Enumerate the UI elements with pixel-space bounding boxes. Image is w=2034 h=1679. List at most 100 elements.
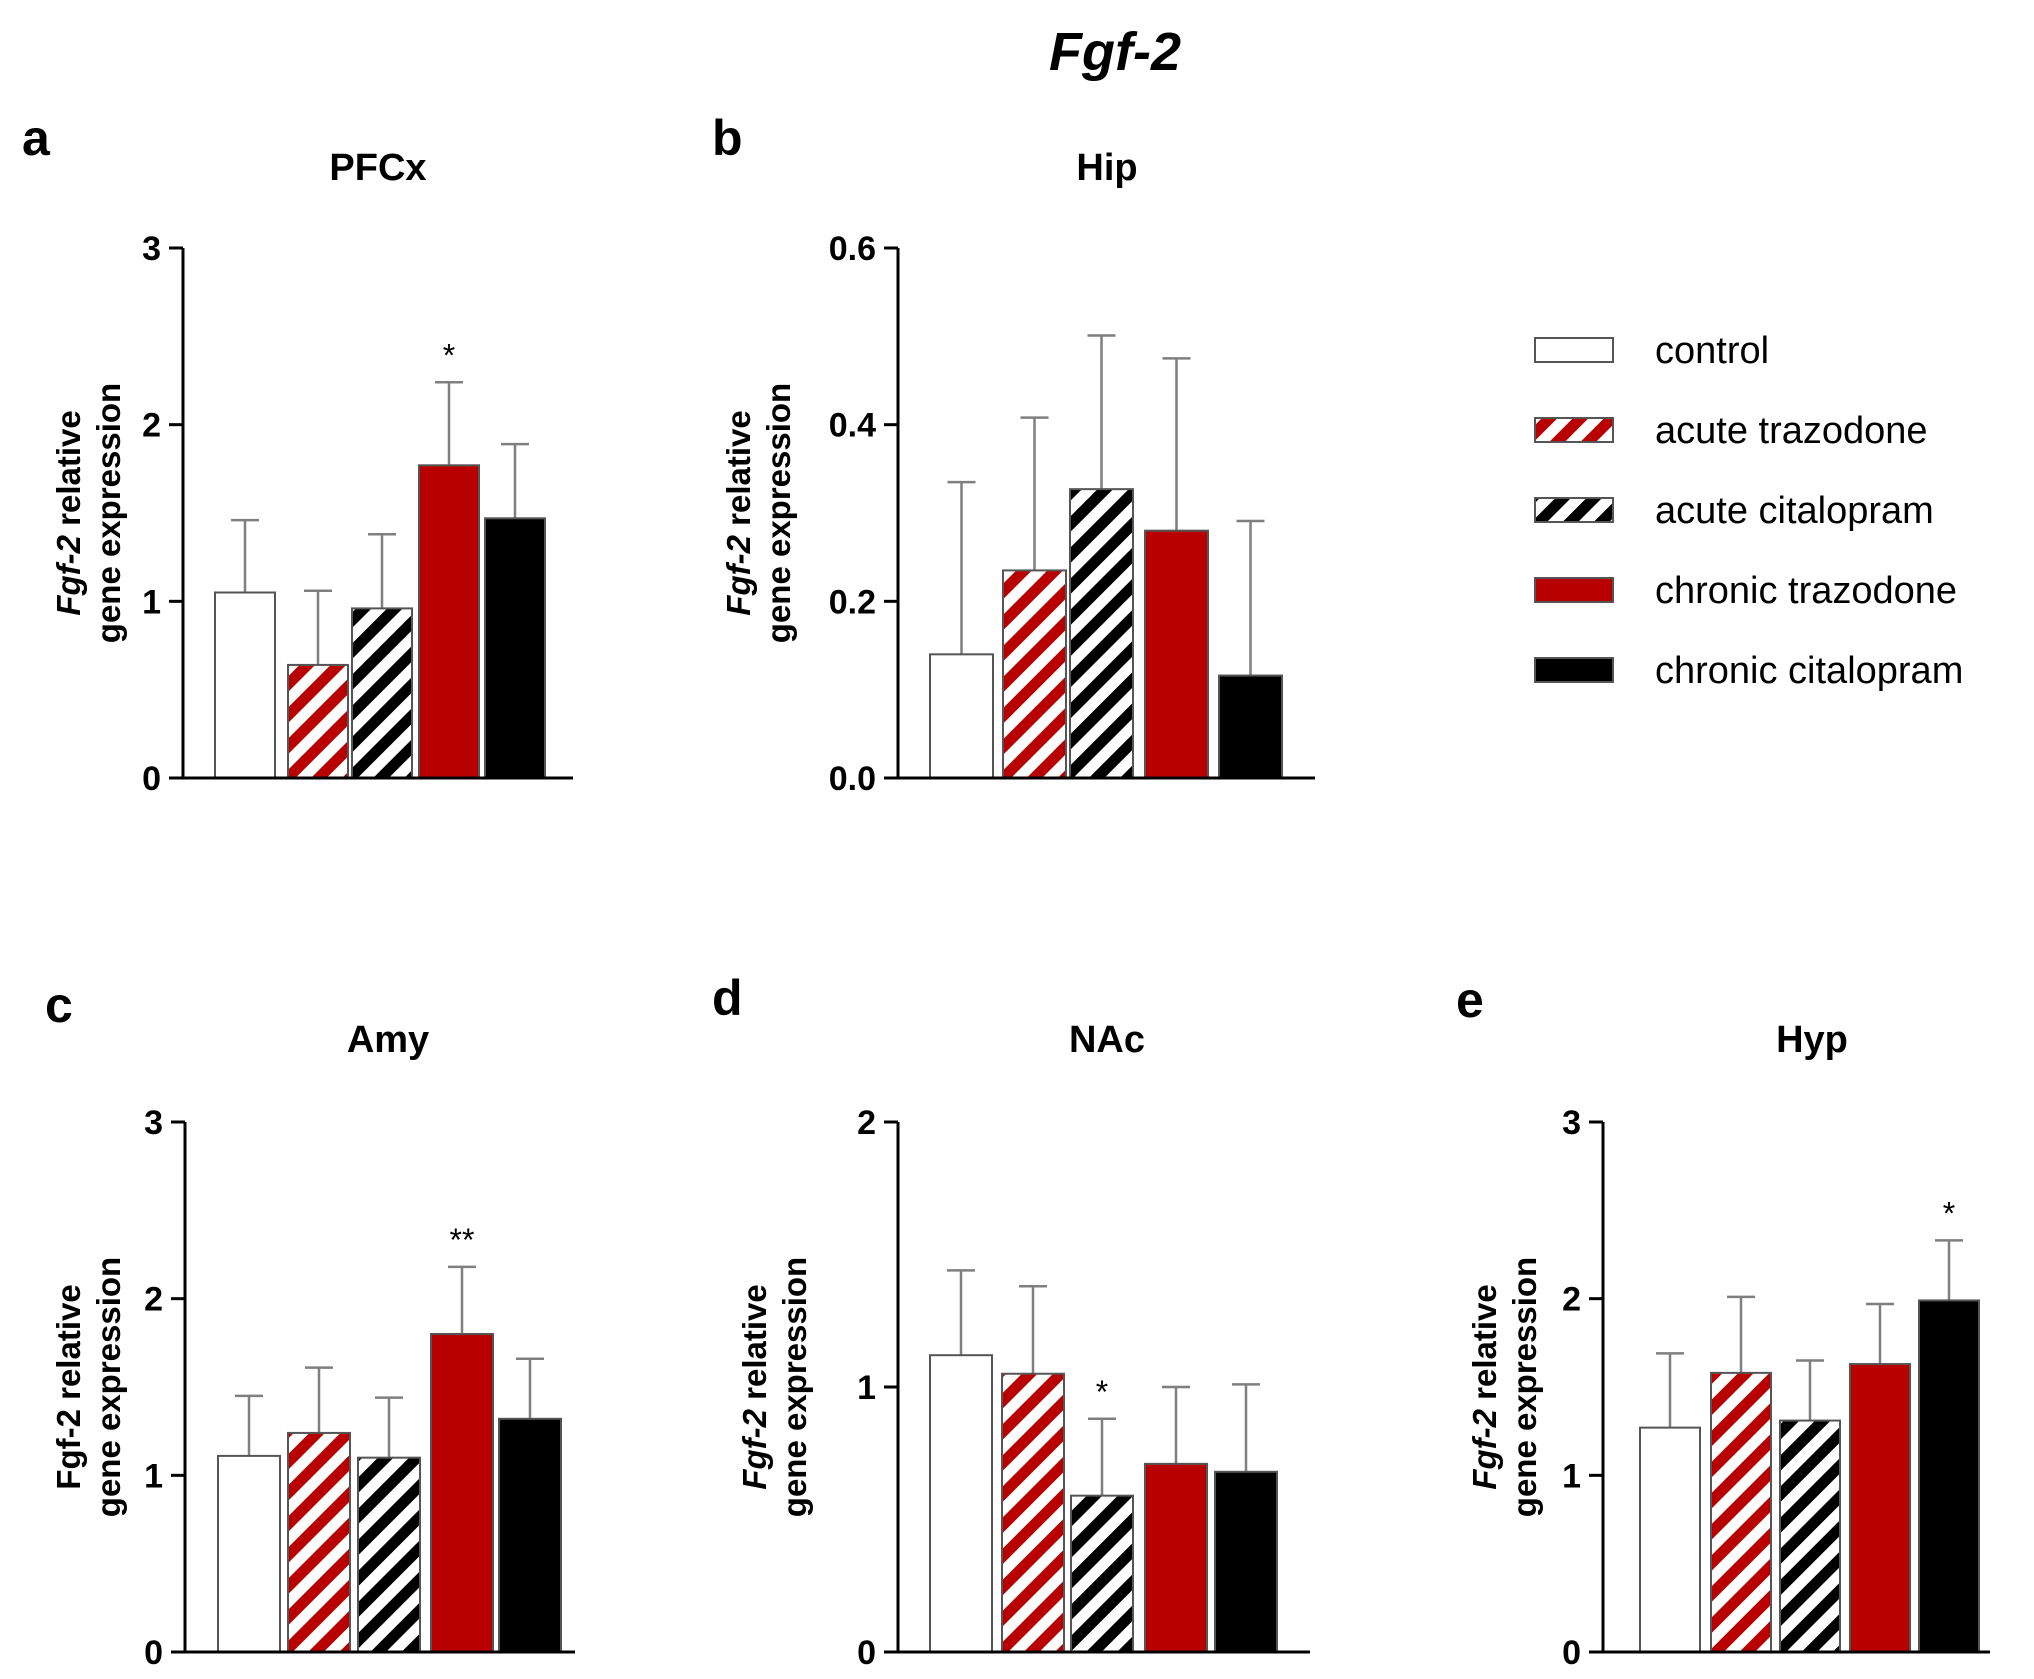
bar-chronic-trazodone bbox=[418, 464, 480, 779]
y-tick-label: 0.2 bbox=[829, 583, 876, 621]
y-tick-label: 3 bbox=[142, 230, 161, 268]
significance-marker: * bbox=[1096, 1374, 1108, 1410]
y-axis-label-line1: Fgf-2 relative bbox=[50, 410, 87, 615]
legend-label-chronic-citalopram: chronic citalopram bbox=[1655, 650, 1963, 692]
y-tick-label: 3 bbox=[144, 1104, 163, 1142]
significance-marker: ** bbox=[450, 1222, 475, 1258]
y-axis-label-line2: gene expression bbox=[1506, 1257, 1543, 1517]
panel-letter: e bbox=[1456, 972, 1484, 1028]
legend-swatch-acute-citalopram bbox=[1534, 497, 1614, 523]
y-axis-label: Fgf-2 relative gene expression bbox=[50, 383, 127, 643]
y-axis-label-gene: Fgf-2 bbox=[1466, 1408, 1503, 1489]
legend-label-acute-citalopram: acute citalopram bbox=[1655, 490, 1934, 532]
panel-a: a PFCx Fgf-2 relative gene expression * 0 1 2 3 bbox=[22, 110, 573, 798]
bar-acute-trazodone bbox=[1001, 1372, 1065, 1653]
y-tick-label: 0 bbox=[142, 760, 161, 798]
y-axis-label-line1: Fgf-2 relative bbox=[50, 1284, 87, 1489]
bar-chronic-citalopram bbox=[484, 517, 546, 779]
bar-acute-citalopram bbox=[351, 607, 413, 780]
bar-acute-trazodone bbox=[1710, 1371, 1772, 1654]
panel-b: b Hip Fgf-2 relative gene expression 0.0 0.2 0… bbox=[712, 110, 1315, 798]
bar-chronic-citalopram bbox=[498, 1417, 562, 1654]
y-axis-label-relative: Fgf-2 relative bbox=[50, 1284, 87, 1489]
y-tick-label: 0.4 bbox=[829, 407, 876, 445]
bar-acute-citalopram bbox=[1069, 488, 1134, 779]
bar-acute-trazodone bbox=[287, 1431, 351, 1654]
legend-label-acute-trazodone: acute trazodone bbox=[1655, 410, 1928, 452]
y-axis-label-line1: Fgf-2 relative bbox=[1466, 1284, 1503, 1489]
y-axis-label-relative: relative bbox=[736, 1284, 773, 1409]
y-tick-label: 2 bbox=[144, 1281, 163, 1319]
panel-letter: a bbox=[22, 110, 51, 166]
y-axis-label-line2: gene expression bbox=[90, 1257, 127, 1517]
y-axis-label-line2: gene expression bbox=[776, 1257, 813, 1517]
bar-control bbox=[1639, 1426, 1701, 1653]
y-axis-label-relative: relative bbox=[720, 410, 757, 535]
y-tick-label: 0 bbox=[1562, 1634, 1581, 1672]
y-tick-label: 3 bbox=[1562, 1104, 1581, 1142]
y-axis-label-line2: gene expression bbox=[90, 383, 127, 643]
bar-control bbox=[929, 653, 994, 779]
y-axis-label-relative: relative bbox=[50, 410, 87, 535]
panel-c: c Amy Fgf-2 relative gene expression ** 0 1 2 3 bbox=[45, 977, 575, 1672]
bar-chronic-citalopram bbox=[1214, 1470, 1278, 1654]
bar-control bbox=[214, 591, 276, 779]
panel-title: Amy bbox=[347, 1019, 429, 1061]
panel-letter: b bbox=[712, 110, 743, 166]
y-axis-label: Fgf-2 relative gene expression bbox=[736, 1257, 813, 1517]
bar-acute-citalopram bbox=[1070, 1494, 1134, 1654]
bar-chronic-trazodone bbox=[430, 1333, 494, 1653]
legend-swatch-chronic-citalopram bbox=[1534, 657, 1614, 683]
bar-control bbox=[217, 1454, 281, 1654]
bar-chronic-trazodone bbox=[1144, 529, 1209, 780]
y-axis-label-line2: gene expression bbox=[760, 383, 797, 643]
legend: control acute trazodone acute citalopram ch… bbox=[1534, 330, 1963, 692]
bar-control bbox=[929, 1354, 993, 1653]
y-axis-label: Fgf-2 relative gene expression bbox=[50, 1257, 127, 1517]
bar-chronic-citalopram bbox=[1218, 674, 1283, 779]
y-tick-label: 1 bbox=[142, 583, 161, 621]
y-axis-label-gene: Fgf-2 bbox=[720, 534, 757, 615]
panel-e: e Hyp Fgf-2 relative gene expression * 0 1 2 3 bbox=[1456, 972, 1990, 1672]
y-axis-label: Fgf-2 relative gene expression bbox=[1466, 1257, 1543, 1517]
significance-marker: * bbox=[443, 337, 455, 373]
figure-title: Fgf-2 bbox=[1049, 22, 1181, 82]
y-axis-label-relative: relative bbox=[1466, 1284, 1503, 1409]
panel-title: NAc bbox=[1069, 1019, 1145, 1061]
panel-letter: c bbox=[45, 977, 73, 1033]
panel-title: Hyp bbox=[1776, 1019, 1848, 1061]
y-tick-label: 1 bbox=[1562, 1457, 1581, 1495]
y-tick-label: 0.0 bbox=[829, 760, 876, 798]
panel-title: Hip bbox=[1076, 147, 1137, 189]
y-tick-label: 2 bbox=[142, 407, 161, 445]
y-tick-label: 1 bbox=[857, 1369, 876, 1407]
legend-label-chronic-trazodone: chronic trazodone bbox=[1655, 570, 1957, 612]
y-tick-label: 0.6 bbox=[829, 230, 876, 268]
y-axis-label-gene: Fgf-2 bbox=[50, 534, 87, 615]
legend-swatch-acute-trazodone bbox=[1534, 417, 1614, 443]
panel-title: PFCx bbox=[329, 147, 426, 189]
y-tick-label: 0 bbox=[144, 1634, 163, 1672]
y-axis-label-line1: Fgf-2 relative bbox=[720, 410, 757, 615]
legend-swatch-control bbox=[1534, 337, 1614, 363]
bar-acute-trazodone bbox=[287, 663, 349, 780]
y-tick-label: 2 bbox=[1562, 1281, 1581, 1319]
y-axis-label-line1: Fgf-2 relative bbox=[736, 1284, 773, 1489]
panel-d: d NAc Fgf-2 relative gene expression * 0 1 2 bbox=[712, 970, 1310, 1672]
legend-label-control: control bbox=[1655, 330, 1769, 372]
bar-acute-trazodone bbox=[1002, 569, 1067, 780]
bar-chronic-trazodone bbox=[1849, 1363, 1911, 1653]
y-tick-label: 1 bbox=[144, 1457, 163, 1495]
legend-swatch-chronic-trazodone bbox=[1534, 577, 1614, 603]
y-axis-label: Fgf-2 relative gene expression bbox=[720, 383, 797, 643]
significance-marker: * bbox=[1943, 1195, 1955, 1231]
bar-acute-citalopram bbox=[357, 1456, 421, 1653]
bar-acute-citalopram bbox=[1779, 1419, 1841, 1653]
y-axis-label-gene: Fgf-2 bbox=[736, 1408, 773, 1489]
y-tick-label: 2 bbox=[857, 1104, 876, 1142]
panel-letter: d bbox=[712, 970, 743, 1026]
bar-chronic-trazodone bbox=[1144, 1462, 1208, 1653]
y-tick-label: 0 bbox=[857, 1634, 876, 1672]
